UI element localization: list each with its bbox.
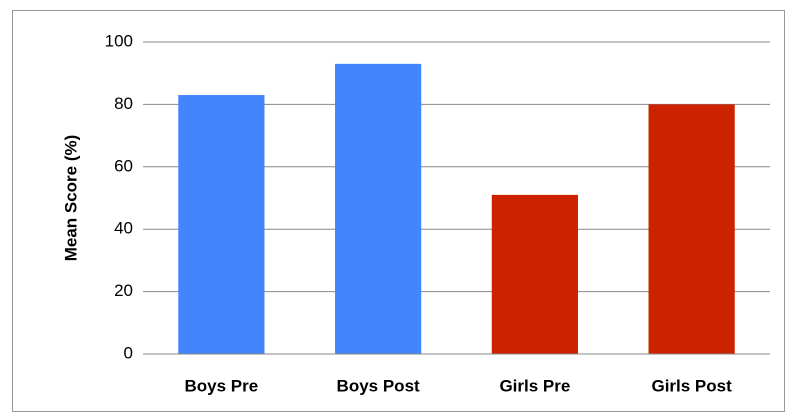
y-tick-label: 20 xyxy=(114,281,133,300)
bar xyxy=(491,194,578,354)
x-tick-label: Boys Pre xyxy=(185,376,259,395)
x-tick-label: Boys Post xyxy=(337,376,420,395)
y-axis-label: Mean Score (%) xyxy=(61,135,80,262)
x-tick-label: Girls Pre xyxy=(499,376,570,395)
bar xyxy=(335,63,422,355)
bar xyxy=(648,104,735,355)
bar xyxy=(178,95,265,354)
x-tick-label: Girls Post xyxy=(651,376,732,395)
y-tick-label: 0 xyxy=(124,343,133,362)
y-tick-label: 40 xyxy=(114,219,133,238)
y-tick-label: 80 xyxy=(114,94,133,113)
y-tick-label: 60 xyxy=(114,156,133,175)
y-tick-label: 100 xyxy=(105,31,133,50)
